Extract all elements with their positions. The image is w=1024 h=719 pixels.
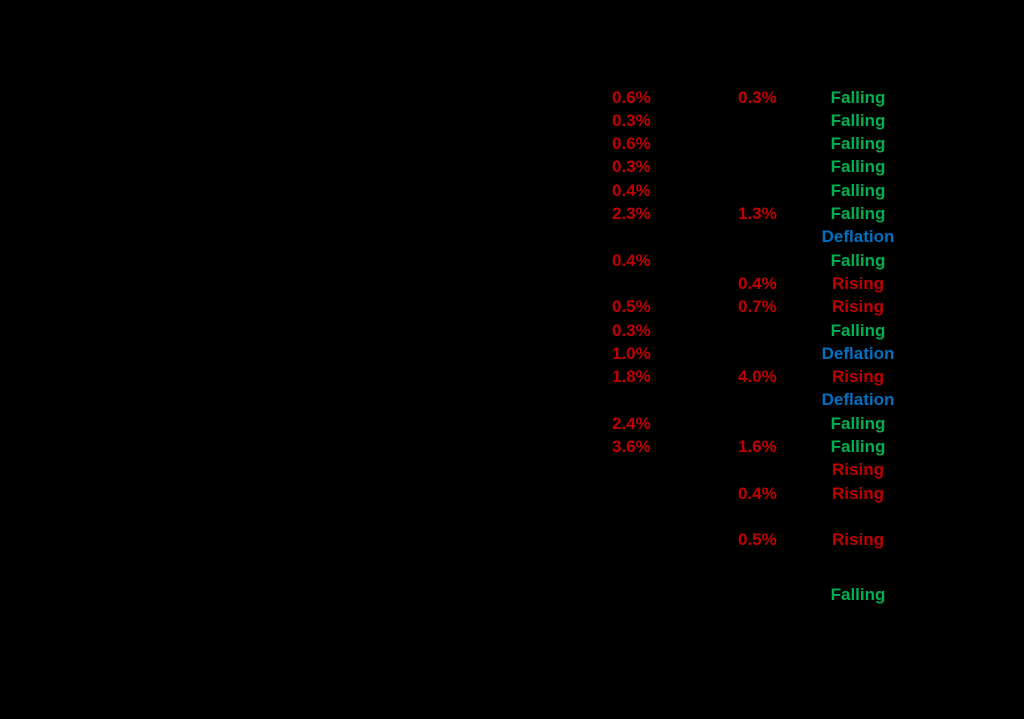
value-a: 0.3% bbox=[612, 321, 651, 340]
trend-label: Falling bbox=[830, 585, 886, 604]
value-b: 0.3% bbox=[738, 88, 777, 107]
trend-label: Falling bbox=[830, 157, 886, 176]
value-b: 0.7% bbox=[738, 297, 777, 316]
table-row: Deflation bbox=[0, 225, 1024, 248]
value-a: 0.6% bbox=[612, 88, 651, 107]
value-a: 0.3% bbox=[612, 111, 651, 130]
table-row: 0.6% 0.3% Falling bbox=[0, 86, 1024, 109]
table-row: 2.3% 1.3% Falling bbox=[0, 202, 1024, 225]
value-b: 0.4% bbox=[738, 484, 777, 503]
trend-label: Rising bbox=[832, 297, 884, 316]
value-b: 0.5% bbox=[738, 530, 777, 549]
value-a: 0.4% bbox=[612, 181, 651, 200]
trend-label: Falling bbox=[830, 88, 886, 107]
value-b: 4.0% bbox=[738, 367, 777, 386]
value-a: 2.4% bbox=[612, 414, 651, 433]
trend-label: Falling bbox=[830, 321, 886, 340]
table-row: 2.4% Falling bbox=[0, 412, 1024, 435]
trend-label: Deflation bbox=[821, 390, 895, 409]
trend-label: Falling bbox=[830, 414, 886, 433]
table-row: 0.3% Falling bbox=[0, 109, 1024, 132]
trend-label: Deflation bbox=[821, 344, 895, 363]
table-row: 1.8% 4.0% Rising bbox=[0, 365, 1024, 388]
trend-label: Falling bbox=[830, 134, 886, 153]
trend-label: Rising bbox=[832, 274, 884, 293]
value-a: 0.4% bbox=[612, 251, 651, 270]
table-row: 0.4% Rising bbox=[0, 272, 1024, 295]
trend-label: Rising bbox=[832, 367, 884, 386]
trend-label: Rising bbox=[832, 530, 884, 549]
table-row: 0.4% Falling bbox=[0, 179, 1024, 202]
table-row: 0.4% Falling bbox=[0, 249, 1024, 272]
trend-label: Falling bbox=[830, 181, 886, 200]
table-row: 1.0% Deflation bbox=[0, 342, 1024, 365]
value-a: 3.6% bbox=[612, 437, 651, 456]
table-row: 0.3% Falling bbox=[0, 319, 1024, 342]
table-row: 0.6% Falling bbox=[0, 132, 1024, 155]
trend-label: Falling bbox=[830, 437, 886, 456]
table-row: 0.5% 0.7% Rising bbox=[0, 295, 1024, 318]
table-row: Rising bbox=[0, 458, 1024, 481]
value-a: 1.0% bbox=[612, 344, 651, 363]
value-a: 0.5% bbox=[612, 297, 651, 316]
table-row: 0.5% Rising bbox=[0, 528, 1024, 551]
table-row: Deflation bbox=[0, 388, 1024, 411]
trend-label: Falling bbox=[830, 251, 886, 270]
trend-label: Rising bbox=[832, 484, 884, 503]
trend-label: Deflation bbox=[821, 227, 895, 246]
value-a: 0.6% bbox=[612, 134, 651, 153]
value-a: 0.3% bbox=[612, 157, 651, 176]
trend-label: Falling bbox=[830, 204, 886, 223]
trend-label: Rising bbox=[832, 460, 884, 479]
table-row: 3.6% 1.6% Falling bbox=[0, 435, 1024, 458]
trend-label: Falling bbox=[830, 111, 886, 130]
table-row: Falling bbox=[0, 583, 1024, 606]
table-row: 0.4% Rising bbox=[0, 482, 1024, 505]
value-b: 0.4% bbox=[738, 274, 777, 293]
value-b: 1.3% bbox=[738, 204, 777, 223]
value-a: 1.8% bbox=[612, 367, 651, 386]
value-a: 2.3% bbox=[612, 204, 651, 223]
table-row: 0.3% Falling bbox=[0, 155, 1024, 178]
value-b: 1.6% bbox=[738, 437, 777, 456]
